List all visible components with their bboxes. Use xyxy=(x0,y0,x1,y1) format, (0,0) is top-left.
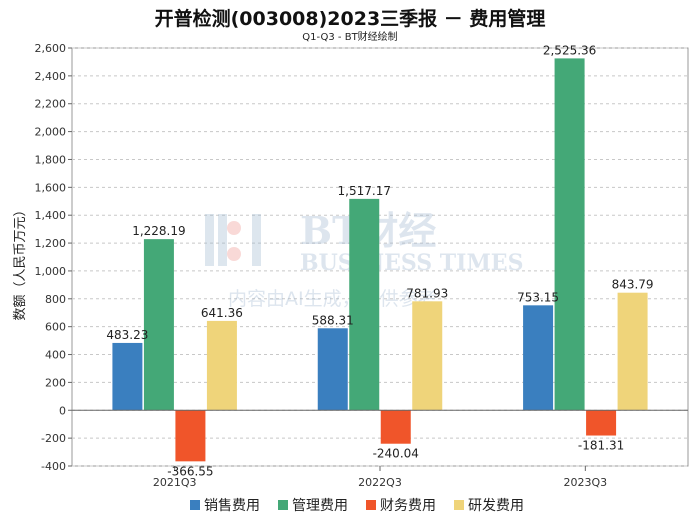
bars xyxy=(112,58,648,462)
x-tick-label: 2021Q3 xyxy=(153,476,197,489)
data-label: 781.93 xyxy=(406,286,448,300)
y-tick-label: 1,400 xyxy=(35,209,67,222)
legend-label: 研发费用 xyxy=(468,498,524,514)
bar xyxy=(206,320,237,411)
bar xyxy=(175,410,206,462)
watermark-logo-bar xyxy=(205,214,214,266)
y-tick-label: 800 xyxy=(45,293,66,306)
data-label: 753.15 xyxy=(517,290,559,304)
x-tick-label: 2023Q3 xyxy=(564,476,608,489)
legend-label: 财务费用 xyxy=(380,498,436,514)
bar xyxy=(617,292,648,411)
y-tick-label: 2,000 xyxy=(35,126,67,139)
bar xyxy=(523,305,554,411)
bar xyxy=(143,239,174,411)
y-tick-label: 2,200 xyxy=(35,98,67,111)
x-tick-label: 2022Q3 xyxy=(358,476,402,489)
data-label: 641.36 xyxy=(201,306,243,320)
watermark-note: 内容由AI生成，仅供参考 xyxy=(228,288,437,310)
y-tick-label: 1,200 xyxy=(35,237,67,250)
legend-label: 管理费用 xyxy=(292,498,348,514)
data-label: 588.31 xyxy=(312,313,354,327)
watermark-brand-en: BUSINESS TIMES xyxy=(300,250,523,276)
legend-swatch xyxy=(454,500,464,510)
y-tick-label: 1,000 xyxy=(35,265,67,278)
bar xyxy=(317,328,348,411)
watermark-logo-dot xyxy=(227,221,241,235)
data-label: 1,228.19 xyxy=(132,224,185,238)
chart-subtitle: Q1-Q3 - BT财经绘制 xyxy=(302,32,398,43)
data-label: -181.31 xyxy=(578,439,624,453)
y-tick-label: 400 xyxy=(45,349,66,362)
y-tick-label: 0 xyxy=(59,404,66,417)
y-tick-label: 200 xyxy=(45,376,66,389)
chart-title: 开普检测(003008)2023三季报 － 费用管理 xyxy=(154,8,546,30)
y-tick-label: 2,400 xyxy=(35,70,67,83)
legend-swatch xyxy=(366,500,376,510)
bar xyxy=(554,58,585,411)
bar xyxy=(412,301,443,411)
data-label: 843.79 xyxy=(612,278,654,292)
axes: -400 -200 0 200 400 600 800 1,000 1,200 1,400 1,60… xyxy=(35,42,688,489)
bar xyxy=(112,342,143,411)
y-tick-label: 600 xyxy=(45,321,66,334)
legend-swatch xyxy=(190,500,200,510)
legend-swatch xyxy=(278,500,288,510)
y-tick-label: -400 xyxy=(41,460,66,473)
bar xyxy=(586,410,617,436)
bar xyxy=(349,198,380,411)
y-axis-label: 数额（人民币万元） xyxy=(13,203,28,320)
data-label: 2,525.36 xyxy=(543,43,596,57)
bar xyxy=(380,410,411,444)
data-label: -240.04 xyxy=(373,447,419,461)
data-labels: 483.23 1,228.19 -366.55 641.36 588.31 1,517.1… xyxy=(106,43,653,478)
y-tick-label: 1,600 xyxy=(35,181,67,194)
y-tick-label: 2,600 xyxy=(35,42,67,55)
y-tick-label: -200 xyxy=(41,432,66,445)
watermark-logo-bar xyxy=(252,214,261,266)
legend-label: 销售费用 xyxy=(204,498,260,514)
data-label: 483.23 xyxy=(106,328,148,342)
legend: 销售费用 管理费用 财务费用 研发费用 xyxy=(190,498,524,514)
data-label: 1,517.17 xyxy=(338,184,391,198)
y-tick-label: 1,800 xyxy=(35,153,67,166)
data-label: -366.55 xyxy=(167,464,213,478)
watermark-logo-bar xyxy=(218,214,227,266)
watermark-logo-dot xyxy=(227,247,241,261)
